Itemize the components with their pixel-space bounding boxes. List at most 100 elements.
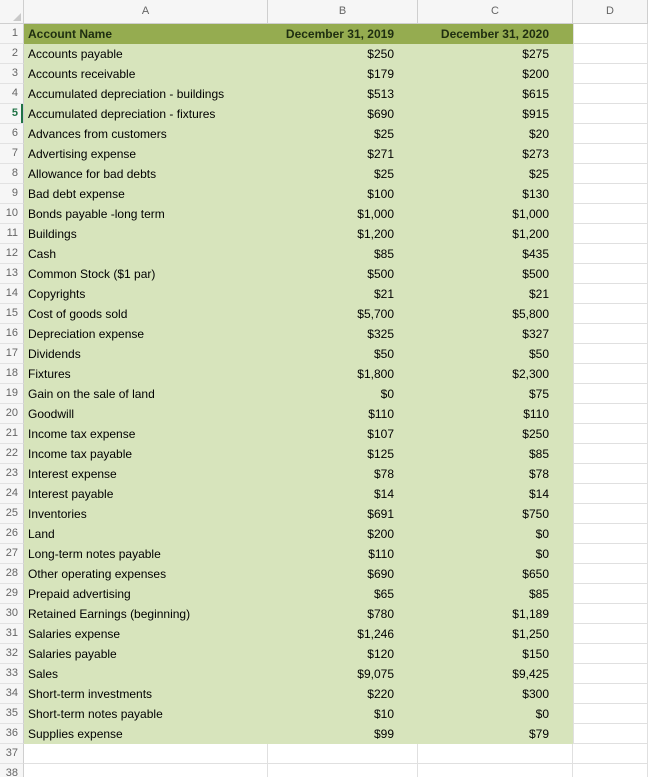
cell-empty[interactable] — [573, 544, 648, 564]
row-number[interactable]: 27 — [0, 544, 24, 564]
cell-empty[interactable] — [24, 764, 268, 777]
cell-2020[interactable]: $9,425 — [418, 664, 573, 684]
cell-2020[interactable]: $650 — [418, 564, 573, 584]
cell-empty[interactable] — [573, 524, 648, 544]
cell-empty[interactable] — [573, 244, 648, 264]
cell-account[interactable]: Bad debt expense — [24, 184, 268, 204]
cell-2019[interactable]: $100 — [268, 184, 418, 204]
cell-2019[interactable]: $10 — [268, 704, 418, 724]
row-number[interactable]: 6 — [0, 124, 24, 144]
cell-2020[interactable]: $78 — [418, 464, 573, 484]
cell-2019[interactable]: $271 — [268, 144, 418, 164]
row-number[interactable]: 22 — [0, 444, 24, 464]
row-number[interactable]: 32 — [0, 644, 24, 664]
cell-account[interactable]: Cash — [24, 244, 268, 264]
cell-empty[interactable] — [268, 744, 418, 764]
cell-2019[interactable]: $500 — [268, 264, 418, 284]
cell-empty[interactable] — [573, 464, 648, 484]
cell-2020[interactable]: $0 — [418, 544, 573, 564]
row-number[interactable]: 28 — [0, 564, 24, 584]
cell-2019[interactable]: $9,075 — [268, 664, 418, 684]
cell-2020[interactable]: $500 — [418, 264, 573, 284]
cell-2019[interactable]: $25 — [268, 164, 418, 184]
cell-2020[interactable]: $1,000 — [418, 204, 573, 224]
cell-account[interactable]: Salaries expense — [24, 624, 268, 644]
row-number[interactable]: 21 — [0, 424, 24, 444]
cell-account[interactable]: Prepaid advertising — [24, 584, 268, 604]
cell-empty[interactable] — [573, 444, 648, 464]
cell-2019[interactable]: $50 — [268, 344, 418, 364]
row-number[interactable]: 4 — [0, 84, 24, 104]
column-header-a[interactable]: A — [24, 0, 268, 24]
cell-account[interactable]: Goodwill — [24, 404, 268, 424]
cell-2020[interactable]: $1,250 — [418, 624, 573, 644]
cell-account[interactable]: Common Stock ($1 par) — [24, 264, 268, 284]
cell-2019[interactable]: $65 — [268, 584, 418, 604]
row-number[interactable]: 13 — [0, 264, 24, 284]
cell-2019[interactable]: $1,800 — [268, 364, 418, 384]
row-number[interactable]: 33 — [0, 664, 24, 684]
cell-account[interactable]: Fixtures — [24, 364, 268, 384]
row-number[interactable]: 23 — [0, 464, 24, 484]
cell-2019[interactable]: $691 — [268, 504, 418, 524]
cell-2020[interactable]: $435 — [418, 244, 573, 264]
cell-empty[interactable] — [573, 124, 648, 144]
cell-empty[interactable] — [573, 644, 648, 664]
column-header-b[interactable]: B — [268, 0, 418, 24]
cell-account[interactable]: Income tax payable — [24, 444, 268, 464]
cell-2020[interactable]: $150 — [418, 644, 573, 664]
row-number[interactable]: 11 — [0, 224, 24, 244]
cell-account[interactable]: Advances from customers — [24, 124, 268, 144]
cell-2019[interactable]: $78 — [268, 464, 418, 484]
cell-empty[interactable] — [573, 184, 648, 204]
cell-account[interactable]: Gain on the sale of land — [24, 384, 268, 404]
header-cell-2020[interactable]: December 31, 2020 — [418, 24, 573, 44]
cell-2020[interactable]: $85 — [418, 584, 573, 604]
row-number[interactable]: 25 — [0, 504, 24, 524]
cell-empty[interactable] — [573, 564, 648, 584]
cell-2019[interactable]: $110 — [268, 544, 418, 564]
row-number[interactable]: 30 — [0, 604, 24, 624]
cell-2019[interactable]: $21 — [268, 284, 418, 304]
cell-2020[interactable]: $50 — [418, 344, 573, 364]
cell-2019[interactable]: $14 — [268, 484, 418, 504]
cell-account[interactable]: Short-term notes payable — [24, 704, 268, 724]
cell-2019[interactable]: $5,700 — [268, 304, 418, 324]
cell-2020[interactable]: $21 — [418, 284, 573, 304]
cell-account[interactable]: Short-term investments — [24, 684, 268, 704]
cell-empty[interactable] — [573, 164, 648, 184]
row-number[interactable]: 36 — [0, 724, 24, 744]
row-number[interactable]: 17 — [0, 344, 24, 364]
cell-2019[interactable]: $1,200 — [268, 224, 418, 244]
cell-empty[interactable] — [573, 724, 648, 744]
cell-account[interactable]: Allowance for bad debts — [24, 164, 268, 184]
cell-empty[interactable] — [573, 224, 648, 244]
cell-account[interactable]: Bonds payable -long term — [24, 204, 268, 224]
row-number[interactable]: 29 — [0, 584, 24, 604]
row-number[interactable]: 16 — [0, 324, 24, 344]
cell-empty[interactable] — [573, 264, 648, 284]
cell-2019[interactable]: $179 — [268, 64, 418, 84]
cell-2020[interactable]: $75 — [418, 384, 573, 404]
cell-2020[interactable]: $300 — [418, 684, 573, 704]
cell-2019[interactable]: $690 — [268, 104, 418, 124]
cell-empty[interactable] — [573, 304, 648, 324]
cell-empty[interactable] — [573, 704, 648, 724]
cell-empty[interactable] — [573, 424, 648, 444]
cell-account[interactable]: Interest payable — [24, 484, 268, 504]
cell-account[interactable]: Supplies expense — [24, 724, 268, 744]
cell-2020[interactable]: $1,189 — [418, 604, 573, 624]
row-number[interactable]: 1 — [0, 24, 24, 44]
cell-empty[interactable] — [573, 404, 648, 424]
row-number[interactable]: 31 — [0, 624, 24, 644]
cell-2020[interactable]: $275 — [418, 44, 573, 64]
cell-empty[interactable] — [573, 84, 648, 104]
cell-2020[interactable]: $14 — [418, 484, 573, 504]
row-number[interactable]: 19 — [0, 384, 24, 404]
cell-account[interactable]: Sales — [24, 664, 268, 684]
cell-empty[interactable] — [573, 24, 648, 44]
column-header-d[interactable]: D — [573, 0, 648, 24]
cell-2020[interactable]: $25 — [418, 164, 573, 184]
cell-empty[interactable] — [573, 324, 648, 344]
cell-2020[interactable]: $0 — [418, 704, 573, 724]
